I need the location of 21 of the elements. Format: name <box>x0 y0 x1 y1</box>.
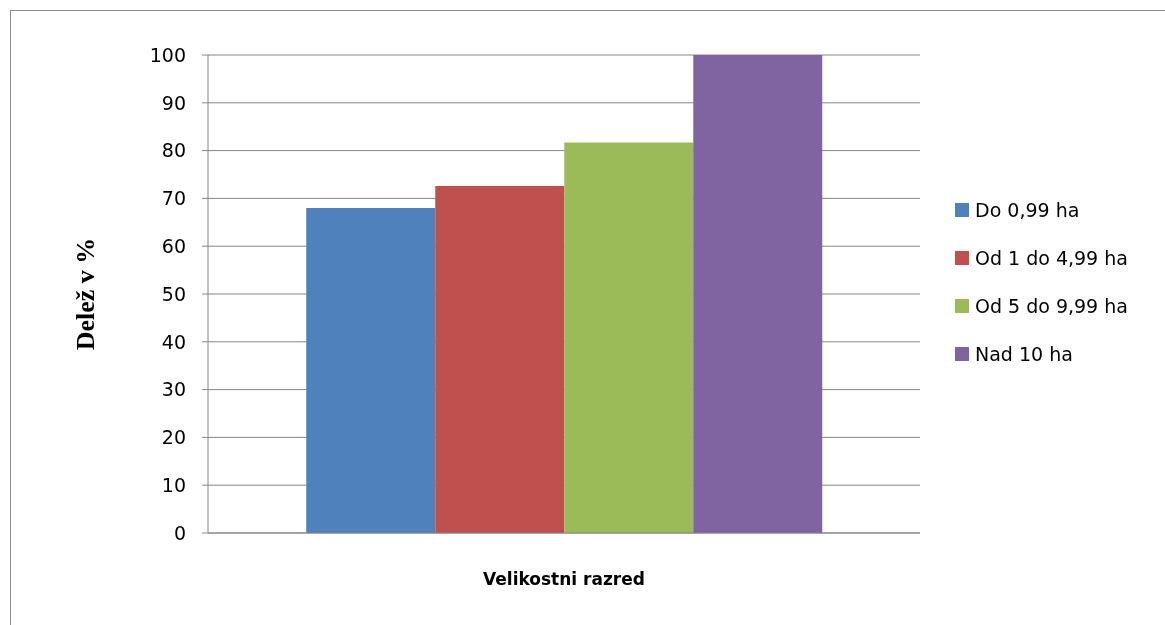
bar <box>693 55 823 533</box>
legend-label: Od 1 do 4,99 ha <box>975 247 1128 269</box>
y-tick-label: 90 <box>161 91 186 114</box>
y-tick-label: 50 <box>161 282 186 305</box>
y-tick-label: 30 <box>161 378 186 401</box>
bar <box>435 185 565 533</box>
bar <box>306 207 436 533</box>
y-tick-label: 40 <box>161 330 186 353</box>
legend-label: Do 0,99 ha <box>975 199 1080 221</box>
legend-label: Nad 10 ha <box>975 343 1073 365</box>
y-tick-label: 70 <box>161 187 186 210</box>
bar <box>564 142 694 533</box>
y-tick-label: 60 <box>161 234 186 257</box>
y-tick-label: 100 <box>149 43 186 66</box>
x-axis-title: Velikostni razred <box>483 569 645 589</box>
y-tick-label: 80 <box>161 139 186 162</box>
legend-label: Od 5 do 9,99 ha <box>975 295 1128 317</box>
y-tick-label: 0 <box>173 521 186 544</box>
y-axis-title: Delež v % <box>70 237 100 351</box>
y-tick-label: 20 <box>161 426 186 449</box>
y-tick-label: 10 <box>161 473 186 496</box>
